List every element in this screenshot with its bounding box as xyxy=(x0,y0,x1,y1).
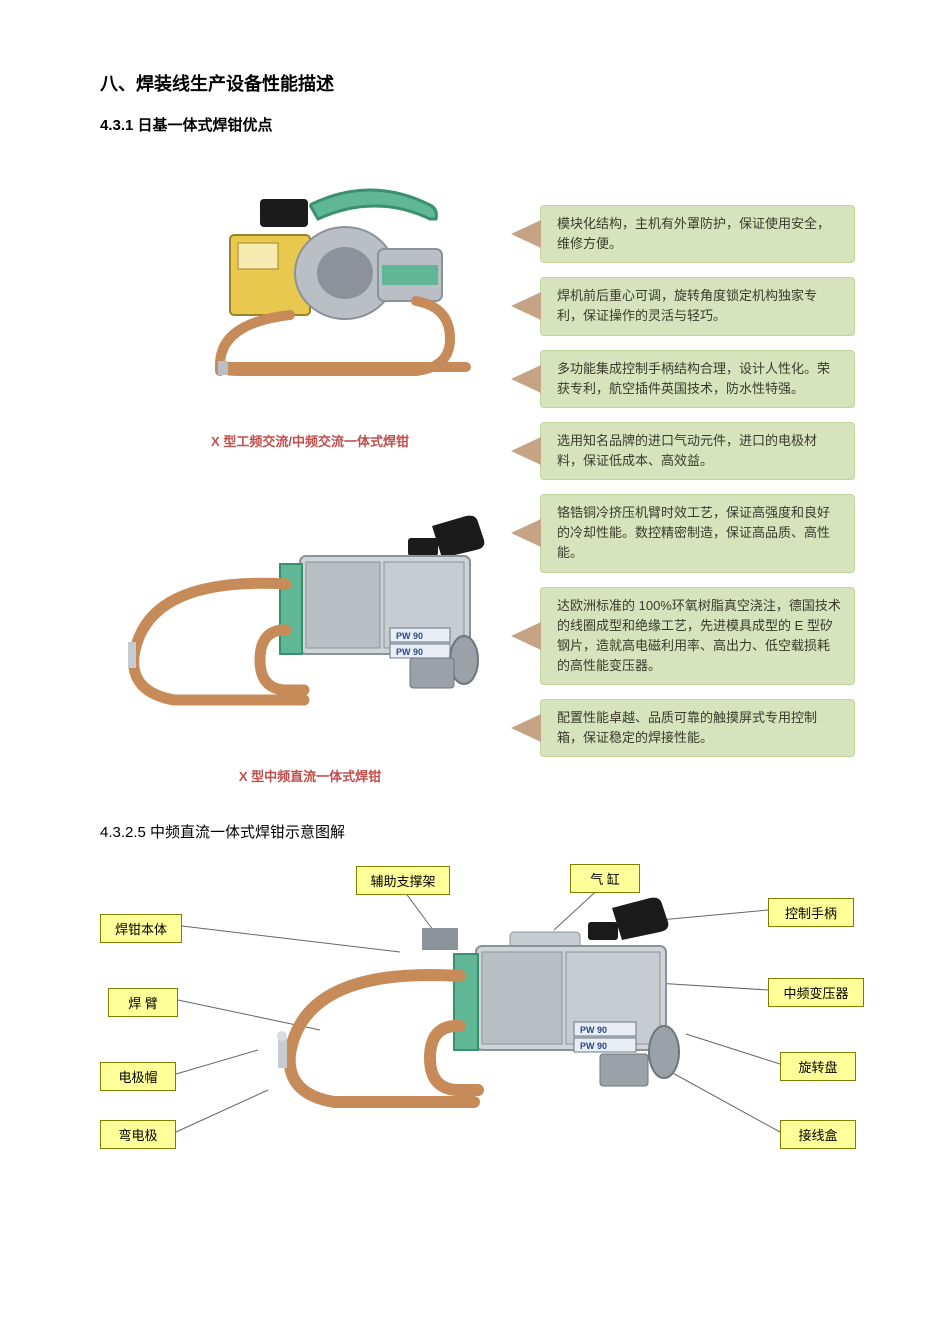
svg-text:PW 90: PW 90 xyxy=(580,1025,607,1035)
callout-5: 铬锆铜冷挤压机臂时效工艺，保证高强度和良好的冷却性能。数控精密制造，保证高品质、… xyxy=(540,494,855,572)
tag-cap: 电极帽 xyxy=(100,1062,176,1091)
advantages-callouts: 模块化结构，主机有外罩防护，保证使用安全，维修方便。 焊机前后重心可调，旋转角度… xyxy=(540,165,855,785)
callout-6: 达欧洲标准的 100%环氧树脂真空浇注，德国技术的线圈成型和绝缘工艺，先进模具成… xyxy=(540,587,855,686)
tag-support: 辅助支撑架 xyxy=(356,866,450,895)
svg-text:PW 90: PW 90 xyxy=(580,1041,607,1051)
tag-transformer: 中频变压器 xyxy=(768,978,864,1007)
equipment-image-2: PW 90 PW 90 xyxy=(110,510,510,750)
equipment-caption-1: X 型工频交流/中频交流一体式焊钳 xyxy=(211,431,409,450)
advantages-row: X 型工频交流/中频交流一体式焊钳 PW 90 PW 90 xyxy=(100,165,855,785)
tag-rotary: 旋转盘 xyxy=(780,1052,856,1081)
pw-label-2: PW 90 xyxy=(396,647,423,657)
tag-junction: 接线盒 xyxy=(780,1120,856,1149)
equipment-image-1 xyxy=(120,165,500,415)
tag-bent: 弯电极 xyxy=(100,1120,176,1149)
subsection-heading-2: 4.3.2.5 中频直流一体式焊钳示意图解 xyxy=(100,821,855,842)
callout-7: 配置性能卓越、品质可靠的触摸屏式专用控制箱，保证稳定的焊接性能。 xyxy=(540,699,855,757)
callout-4: 选用知名品牌的进口气动元件，进口的电极材料，保证低成本、高效益。 xyxy=(540,422,855,480)
pw-label-1: PW 90 xyxy=(396,631,423,641)
subsection-heading-1: 4.3.1 日基一体式焊钳优点 xyxy=(100,114,855,135)
annotated-diagram: PW 90 PW 90 焊钳本体 焊 臂 电极帽 弯电极 辅助支撑架 气 缸 xyxy=(100,862,860,1152)
tag-handle: 控制手柄 xyxy=(768,898,854,927)
tag-arm: 焊 臂 xyxy=(108,988,178,1017)
section-heading: 八、焊装线生产设备性能描述 xyxy=(100,70,855,96)
diagram-equipment-image: PW 90 PW 90 xyxy=(100,862,860,1152)
tag-body: 焊钳本体 xyxy=(100,914,182,943)
callout-2: 焊机前后重心可调，旋转角度锁定机构独家专利，保证操作的灵活与轻巧。 xyxy=(540,277,855,335)
equipment-images-column: X 型工频交流/中频交流一体式焊钳 PW 90 PW 90 xyxy=(100,165,520,785)
callout-3: 多功能集成控制手柄结构合理，设计人性化。荣获专利，航空插件英国技术，防水性特强。 xyxy=(540,350,855,408)
callout-1: 模块化结构，主机有外罩防护，保证使用安全，维修方便。 xyxy=(540,205,855,263)
equipment-caption-2: X 型中频直流一体式焊钳 xyxy=(239,766,381,785)
tag-cylinder: 气 缸 xyxy=(570,864,640,893)
